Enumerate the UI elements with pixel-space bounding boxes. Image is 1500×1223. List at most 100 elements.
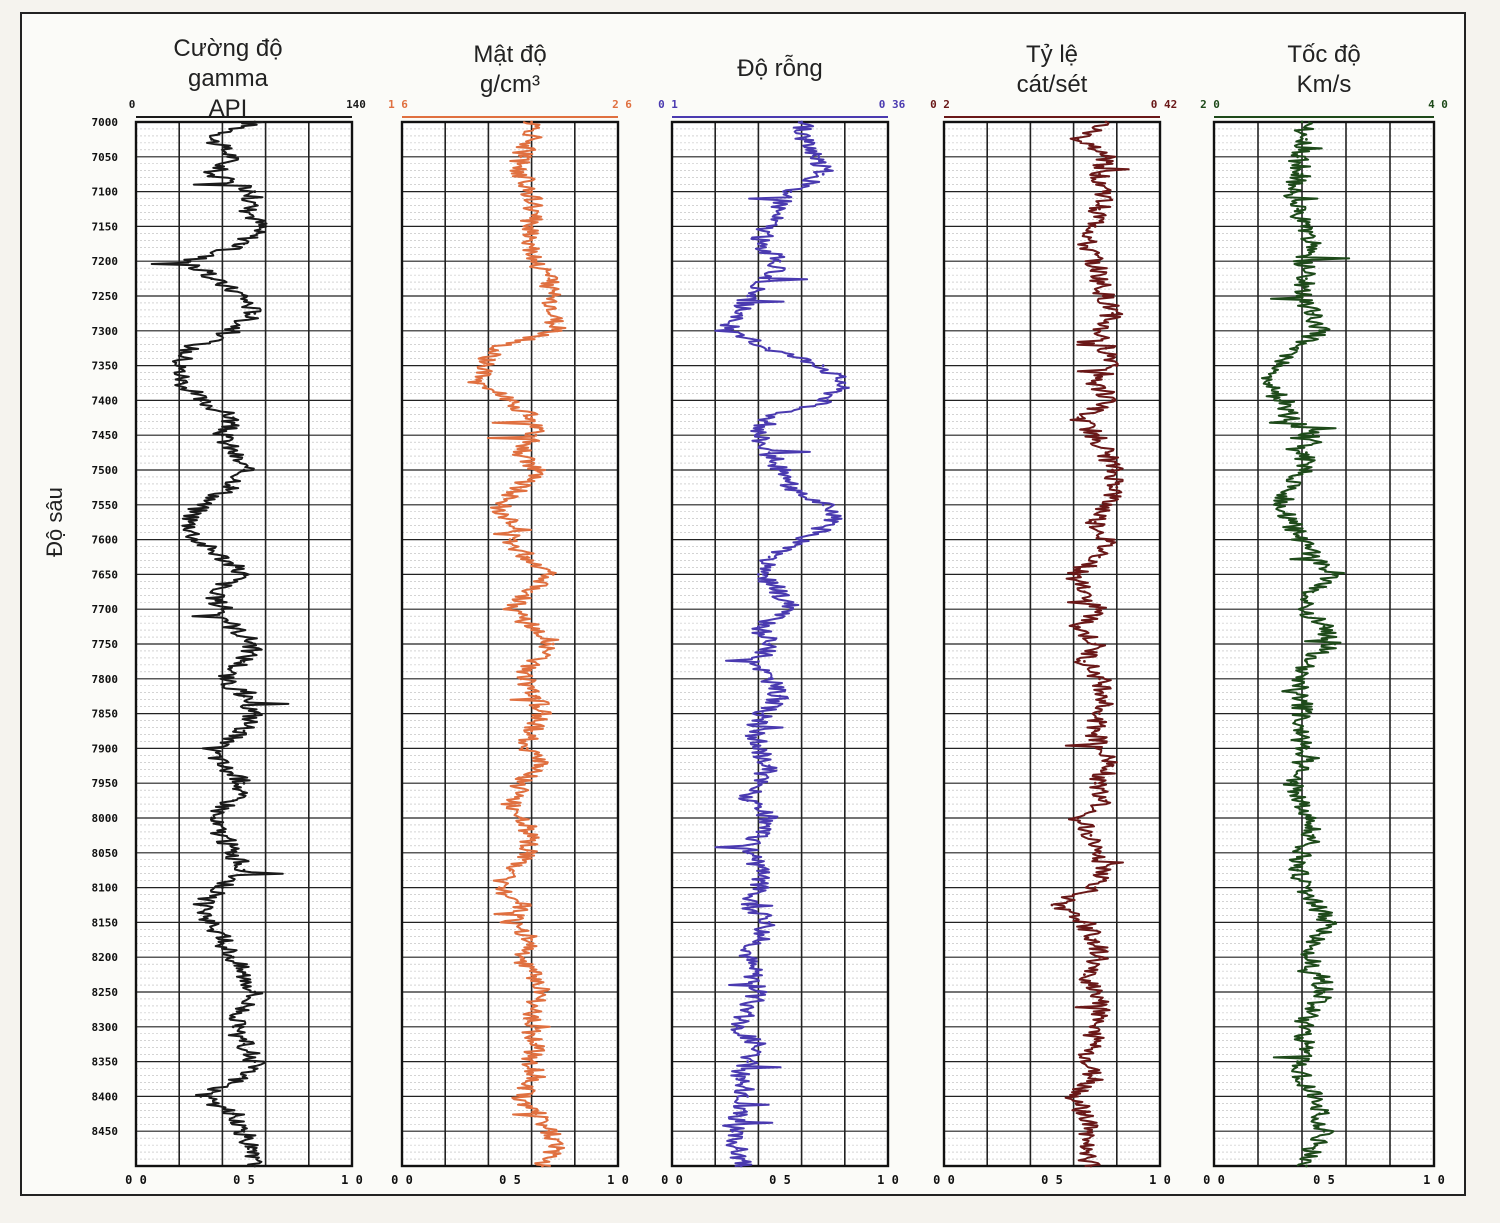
y-axis-label: Độ sâu <box>42 487 67 557</box>
track-2: 1 6 2 6 Mật độ g/cm³ 0 0 0 5 1 0 <box>388 41 632 1187</box>
bottom-axis-label: 0 0 <box>125 1173 147 1187</box>
data-point <box>508 399 512 402</box>
depth-tick-label: 8200 <box>92 951 119 964</box>
data-point <box>199 903 203 907</box>
data-point <box>1305 451 1308 454</box>
track-4: 0 2 0 42 Tỷ lệ cát/sét 0 0 0 5 1 0 <box>930 41 1177 1187</box>
depth-tick-label: 7850 <box>92 708 119 721</box>
data-point <box>210 138 214 141</box>
depth-tick-label: 7150 <box>92 220 119 233</box>
data-point <box>1093 1042 1097 1046</box>
data-point <box>1300 120 1304 124</box>
data-point <box>817 155 821 159</box>
depth-tick-label: 7800 <box>92 673 119 686</box>
data-point <box>534 1112 538 1116</box>
track-scale-min: 2 0 <box>1200 98 1220 111</box>
track-border <box>942 120 1162 1168</box>
data-point <box>1300 764 1304 768</box>
data-point <box>253 312 257 315</box>
data-point <box>1098 329 1101 333</box>
data-point <box>530 729 533 733</box>
data-point <box>1083 973 1086 976</box>
data-point <box>1072 573 1075 576</box>
data-point <box>1115 486 1119 489</box>
data-point <box>242 1042 246 1046</box>
data-point <box>739 312 743 315</box>
data-point <box>1318 1112 1321 1116</box>
data-point <box>1305 138 1308 141</box>
data-point <box>1311 1095 1315 1098</box>
track-scale-max: 140 <box>346 98 366 111</box>
data-point <box>843 381 847 385</box>
data-point <box>1098 607 1101 611</box>
log-tracks: 0 140 Cường độ gamma API 0 0 0 5 1 0 1 6 2 6 Mật đ… <box>125 35 1448 1187</box>
data-point <box>1305 225 1308 228</box>
data-point <box>757 834 760 837</box>
bottom-axis-label: 1 0 <box>1149 1173 1171 1187</box>
data-point <box>530 938 533 942</box>
data-point <box>1311 1008 1315 1011</box>
data-point <box>210 816 214 820</box>
data-point <box>231 851 235 855</box>
data-point <box>1102 294 1106 298</box>
data-point <box>551 642 555 646</box>
depth-tick-label: 7450 <box>92 429 119 442</box>
data-point <box>1104 155 1108 159</box>
data-point <box>231 1112 235 1116</box>
data-point <box>1305 816 1308 820</box>
depth-tick-label: 7500 <box>92 464 119 477</box>
data-point <box>238 1077 242 1081</box>
data-point <box>519 486 523 489</box>
data-point <box>1333 573 1337 576</box>
data-point <box>195 538 198 541</box>
data-point <box>1300 294 1304 298</box>
data-point <box>1104 1008 1108 1011</box>
data-point <box>188 346 192 350</box>
data-point <box>767 225 771 228</box>
data-point <box>767 451 771 454</box>
data-point <box>1289 781 1293 785</box>
track-scale-max: 4 0 <box>1428 98 1448 111</box>
track-title-line: Km/s <box>1297 71 1352 98</box>
data-point <box>1104 190 1108 194</box>
data-point <box>757 433 760 437</box>
data-point <box>746 1095 749 1098</box>
data-point <box>556 1147 559 1150</box>
data-point <box>1098 712 1101 715</box>
data-point <box>804 138 808 141</box>
data-point <box>1104 503 1108 507</box>
data-point <box>221 433 224 437</box>
y-axis-title: Độ sâu <box>42 487 67 557</box>
track-data-curve <box>1261 121 1351 1167</box>
data-point <box>1278 503 1282 507</box>
data-point <box>231 799 235 802</box>
data-point <box>1300 468 1304 472</box>
data-point <box>1089 1164 1093 1168</box>
data-point <box>242 973 246 976</box>
data-point <box>1311 555 1315 559</box>
data-point <box>253 990 257 994</box>
track-scale-max: 0 42 <box>1151 98 1178 111</box>
data-point <box>1296 677 1299 681</box>
data-point <box>1311 938 1315 942</box>
data-point <box>221 607 224 611</box>
data-point <box>1093 642 1097 646</box>
data-point <box>1098 955 1101 959</box>
depth-tick-label: 7350 <box>92 360 119 373</box>
depth-tick-label: 7050 <box>92 151 119 164</box>
data-point <box>210 747 214 750</box>
data-point <box>1111 312 1114 315</box>
depth-tick-label: 7950 <box>92 777 119 790</box>
track-scale-max: 2 6 <box>612 98 632 111</box>
data-point <box>1322 1129 1326 1133</box>
data-point <box>530 625 533 628</box>
data-point <box>757 660 760 663</box>
data-point <box>746 799 749 802</box>
data-point <box>1093 381 1097 385</box>
data-point <box>1083 1112 1086 1116</box>
data-point <box>1098 207 1101 211</box>
data-point <box>767 346 771 350</box>
data-point <box>1093 781 1097 785</box>
track-scale-min: 0 <box>129 98 136 111</box>
